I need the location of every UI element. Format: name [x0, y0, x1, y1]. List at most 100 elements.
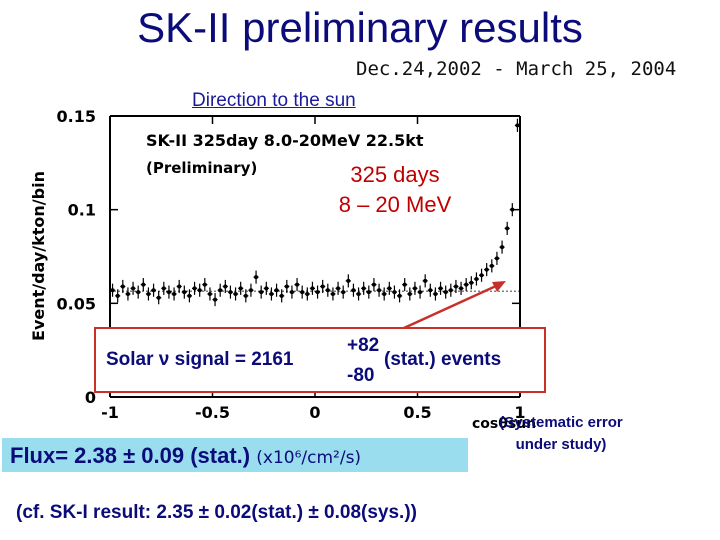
x-tick-label: -1 [101, 403, 119, 422]
data-point [366, 290, 371, 295]
systematic-line-2: under study) [515, 436, 607, 453]
data-point [279, 293, 284, 298]
data-point [330, 291, 335, 296]
y-axis-label: Event/day/kton/bin [29, 171, 48, 341]
data-point [351, 288, 356, 293]
data-point [125, 291, 130, 296]
data-point [305, 291, 310, 296]
data-point [336, 286, 341, 291]
data-point [131, 286, 136, 291]
data-point [489, 263, 494, 268]
data-point [484, 267, 489, 272]
data-point [438, 286, 443, 291]
data-point [423, 278, 428, 283]
sk1-comparison: (cf. SK-I result: 2.35 ± 0.02(stat.) ± 0… [16, 502, 417, 523]
signal-suffix: (stat.) events [384, 349, 502, 370]
livetime-days: 325 days [350, 162, 440, 187]
data-point [341, 290, 346, 295]
data-point [166, 290, 171, 295]
data-point [479, 273, 484, 278]
chart-title: SK-II 325day 8.0-20MeV 22.5kt [146, 131, 424, 150]
data-point [371, 282, 376, 287]
data-point [469, 280, 474, 285]
signal-error-plus: +82 [347, 335, 380, 356]
data-point [453, 284, 458, 289]
signal-error-minus: -80 [347, 365, 375, 386]
data-point [141, 282, 146, 287]
data-point [136, 290, 141, 295]
data-point [115, 293, 120, 298]
data-point [254, 275, 259, 280]
flux-value: Flux= 2.38 ± 0.09 (stat.) (x10⁶/cm²/s) [10, 443, 361, 469]
x-tick-label: 1 [514, 403, 525, 422]
data-point [284, 284, 289, 289]
data-point [356, 291, 361, 296]
x-axis-label: cosθsun [472, 416, 536, 432]
data-point [443, 290, 448, 295]
data-point [428, 288, 433, 293]
data-point [500, 245, 505, 250]
x-tick-label: 0.5 [403, 403, 431, 422]
data-point [310, 286, 315, 291]
systematic-line-1: (Systematic error [499, 414, 623, 431]
data-point [515, 123, 520, 128]
data-point [418, 290, 423, 295]
signal-box: Solar ν signal = 2161 +82 -80 (stat.) ev… [94, 327, 546, 393]
data-point [320, 284, 325, 289]
data-point [120, 284, 125, 289]
data-point [228, 290, 233, 295]
flux-box: Flux= 2.38 ± 0.09 (stat.) (x10⁶/cm²/s) [2, 438, 468, 472]
flux-units: (x10⁶/cm²/s) [256, 448, 362, 468]
y-tick-label: 0.05 [57, 294, 96, 313]
data-point [325, 288, 330, 293]
data-point [269, 291, 274, 296]
data-point [315, 290, 320, 295]
data-point [392, 290, 397, 295]
data-point [464, 282, 469, 287]
data-point [151, 288, 156, 293]
data-point [412, 286, 417, 291]
data-point [274, 288, 279, 293]
data-point [243, 293, 248, 298]
data-point [494, 256, 499, 261]
slide-title: SK-II preliminary results [137, 4, 583, 51]
data-point [459, 286, 464, 291]
data-point [448, 288, 453, 293]
flux-main: Flux= 2.38 ± 0.09 (stat.) [10, 443, 251, 468]
data-point [197, 288, 202, 293]
data-point [505, 226, 510, 231]
data-point [233, 291, 238, 296]
data-point [382, 291, 387, 296]
data-point [110, 288, 115, 293]
x-tick-label: 0 [309, 403, 320, 422]
livetime-annotation: 325 days 8 – 20 MeV [310, 160, 480, 220]
data-point [510, 207, 515, 212]
date-range: Dec.24,2002 - March 25, 2004 [356, 58, 677, 80]
data-point [346, 278, 351, 283]
plot-subtitle: Direction to the sun [192, 90, 356, 111]
data-point [238, 286, 243, 291]
data-point [223, 284, 228, 289]
data-point [264, 286, 269, 291]
systematic-note: (Systematic error under study) [476, 412, 646, 456]
data-point [300, 290, 305, 295]
data-point [387, 286, 392, 291]
data-point [361, 286, 366, 291]
data-point [289, 290, 294, 295]
energy-range: 8 – 20 MeV [338, 192, 452, 217]
data-point [192, 286, 197, 291]
data-point [433, 291, 438, 296]
y-tick-label: 0 [85, 388, 96, 407]
data-point [248, 288, 253, 293]
data-point [156, 295, 161, 300]
data-point [202, 282, 207, 287]
data-point [377, 288, 382, 293]
data-point [146, 291, 151, 296]
chart-annotation: (Preliminary) [146, 159, 257, 177]
data-point [402, 282, 407, 287]
x-tick-label: -0.5 [195, 403, 230, 422]
data-point [161, 286, 166, 291]
data-point [172, 291, 177, 296]
data-point [407, 291, 412, 296]
data-point [259, 290, 264, 295]
